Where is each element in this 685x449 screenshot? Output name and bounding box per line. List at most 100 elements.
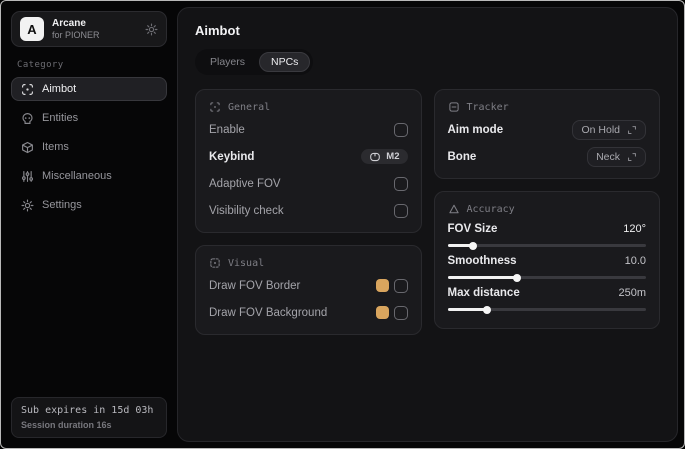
slider-fill (447, 241, 478, 250)
adaptive-fov-checkbox[interactable] (393, 176, 408, 191)
setting-row-bone: Bone Neck (447, 146, 646, 167)
general-icon (209, 101, 221, 113)
keybind-value: M2 (386, 151, 400, 162)
setting-row-draw-fov-background: Draw FOV Background (209, 302, 408, 323)
draw-fov-border-checkbox[interactable] (393, 278, 408, 293)
slider-thumb[interactable] (469, 241, 478, 250)
tracker-section-title: Tracker (466, 101, 509, 113)
setting-label: Visibility check (209, 204, 284, 217)
target-tabs: Players NPCs (195, 49, 314, 75)
setting-label: FOV Size (447, 223, 498, 235)
visual-section-header: Visual (209, 257, 408, 269)
sidebar-item-label: Items (42, 141, 69, 153)
sidebar-item-label: Settings (42, 199, 82, 211)
sidebar-header: A Arcane for PIONER (11, 11, 167, 47)
smoothness-slider[interactable] (447, 273, 646, 282)
gear-icon[interactable] (145, 22, 158, 36)
setting-row-enable: Enable (209, 119, 408, 140)
arcane-logo: A (20, 17, 44, 41)
subscription-panel: Sub expires in 15d 03h Session duration … (11, 397, 167, 438)
sidebar-item-entities[interactable]: Entities (11, 106, 167, 130)
items-box-icon (21, 141, 34, 154)
aim-mode-dropdown[interactable]: On Hold (572, 119, 646, 140)
sidebar-item-label: Miscellaneous (42, 170, 112, 182)
tracker-section: Tracker Aim mode On Hold (433, 89, 660, 179)
fov-size-value: 120° (623, 223, 646, 235)
entities-icon (21, 112, 34, 125)
setting-row-fov-size: FOV Size 120° (447, 223, 646, 250)
slider-fill (447, 305, 492, 314)
setting-label: Keybind (209, 150, 255, 163)
setting-label: Max distance (447, 287, 520, 299)
visual-section: Visual Draw FOV Border Draw FOV Backgrou… (195, 245, 422, 335)
category-label: Category (17, 60, 64, 70)
keybind-button[interactable]: M2 (361, 149, 408, 164)
general-section: General Enable Keybind (195, 89, 422, 233)
sidebar-item-aimbot[interactable]: Aimbot (11, 77, 167, 101)
general-section-title: General (228, 101, 271, 113)
setting-row-smoothness: Smoothness 10.0 (447, 255, 646, 282)
setting-label: Smoothness (447, 255, 517, 267)
sidebar-item-label: Aimbot (42, 83, 77, 95)
setting-label: Adaptive FOV (209, 177, 281, 190)
tab-npcs[interactable]: NPCs (259, 52, 311, 72)
expand-icon (627, 152, 637, 162)
main-panel: Aimbot Players NPCs General (177, 7, 678, 442)
tab-players[interactable]: Players (210, 56, 246, 68)
mouse-icon (369, 152, 381, 162)
max-distance-value: 250m (618, 287, 646, 299)
fov-background-color-swatch[interactable] (375, 306, 389, 319)
accuracy-section: Accuracy FOV Size 120° (433, 191, 660, 329)
fov-border-color-swatch[interactable] (375, 279, 389, 292)
setting-label: Draw FOV Border (209, 279, 301, 292)
left-column: General Enable Keybind (195, 89, 422, 335)
setting-row-visibility-check: Visibility check (209, 200, 408, 221)
brand-block: Arcane for PIONER (52, 18, 137, 40)
setting-label: Aim mode (447, 123, 504, 136)
setting-row-keybind: Keybind M2 (209, 146, 408, 167)
tracker-section-header: Tracker (448, 101, 647, 113)
sidebar-item-items[interactable]: Items (11, 135, 167, 159)
accuracy-section-header: Accuracy (448, 203, 647, 215)
slider-thumb[interactable] (512, 273, 521, 282)
aim-mode-value: On Hold (581, 123, 620, 136)
crosshair-scan-icon (21, 83, 34, 96)
slider-thumb[interactable] (483, 305, 492, 314)
setting-label: Bone (447, 150, 477, 163)
page-title: Aimbot (195, 23, 240, 38)
bone-dropdown[interactable]: Neck (587, 146, 646, 167)
setting-row-max-distance: Max distance 250m (447, 287, 646, 314)
fov-size-slider[interactable] (447, 241, 646, 250)
enable-checkbox[interactable] (393, 122, 408, 137)
color-checkbox-pair (375, 305, 408, 320)
session-duration-text: Session duration 16s (21, 420, 112, 430)
color-checkbox-pair (375, 278, 408, 293)
sidebar-item-settings[interactable]: Settings (11, 193, 167, 217)
accuracy-section-title: Accuracy (466, 203, 515, 215)
sliders-icon (21, 170, 34, 183)
app-name: Arcane (52, 18, 86, 30)
setting-row-aim-mode: Aim mode On Hold (447, 119, 646, 140)
sidebar-nav: Aimbot Entities (11, 77, 167, 217)
draw-fov-background-checkbox[interactable] (393, 305, 408, 320)
sidebar: A Arcane for PIONER Category (7, 7, 171, 442)
setting-label: Draw FOV Background (209, 306, 328, 319)
gear-icon (21, 198, 34, 212)
sidebar-item-label: Entities (42, 112, 79, 124)
sidebar-item-miscellaneous[interactable]: Miscellaneous (11, 164, 167, 188)
smoothness-value: 10.0 (624, 255, 646, 267)
sub-expires-text: Sub expires in 15d 03h (21, 405, 154, 416)
setting-row-draw-fov-border: Draw FOV Border (209, 275, 408, 296)
setting-label: Enable (209, 123, 245, 136)
visibility-check-checkbox[interactable] (393, 203, 408, 218)
settings-grid: General Enable Keybind (195, 89, 660, 335)
right-column: Tracker Aim mode On Hold (433, 89, 660, 329)
app-subtitle: for PIONER (52, 29, 100, 40)
visual-icon (209, 257, 221, 269)
tracker-icon (448, 101, 460, 113)
max-distance-slider[interactable] (447, 305, 646, 314)
accuracy-icon (448, 203, 460, 215)
visual-section-title: Visual (228, 257, 265, 269)
expand-icon (627, 125, 637, 135)
